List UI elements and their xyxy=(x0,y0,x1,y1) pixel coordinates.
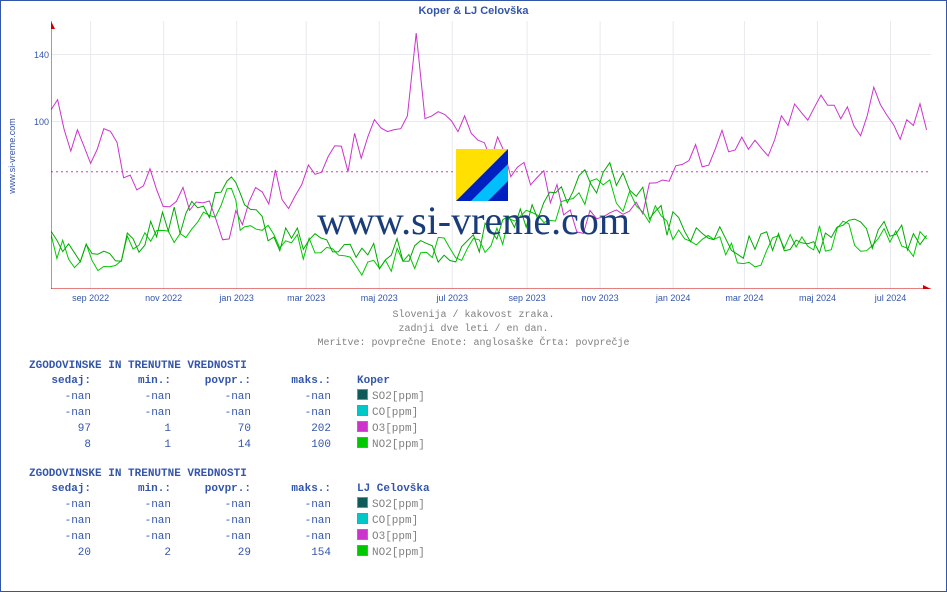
table-row: -nan -nan -nan -nan CO[ppm] xyxy=(29,513,430,529)
station-name: LJ Celovška xyxy=(357,483,430,495)
stats-table: ZGODOVINSKE IN TRENUTNE VREDNOSTIsedaj: m… xyxy=(29,467,430,561)
cell-value: 100 xyxy=(269,438,331,453)
cell-value: -nan xyxy=(109,514,171,529)
cell-value: -nan xyxy=(269,530,331,545)
legend-swatch-icon xyxy=(357,513,368,524)
legend-swatch-icon xyxy=(357,437,368,448)
series-label: O3[ppm] xyxy=(372,531,418,543)
col-header: min.: xyxy=(109,482,171,497)
y-tick-label: 100 xyxy=(21,117,49,127)
series-label: CO[ppm] xyxy=(372,407,418,419)
cell-value: -nan xyxy=(189,498,251,513)
series-label: O3[ppm] xyxy=(372,423,418,435)
cell-value: -nan xyxy=(29,530,91,545)
cell-value: -nan xyxy=(189,514,251,529)
cell-value: -nan xyxy=(269,390,331,405)
series-label: NO2[ppm] xyxy=(372,439,425,451)
col-header: povpr.: xyxy=(189,482,251,497)
col-header: povpr.: xyxy=(189,374,251,389)
x-tick-label: jul 2023 xyxy=(437,293,469,303)
cell-value: 8 xyxy=(29,438,91,453)
x-ticks: sep 2022 nov 2022 jan 2023 mar 2023 maj 2023… xyxy=(51,293,931,307)
cell-value: -nan xyxy=(109,530,171,545)
cell-value: -nan xyxy=(29,406,91,421)
cell-value: -nan xyxy=(109,406,171,421)
series-label: SO2[ppm] xyxy=(372,499,425,511)
legend-swatch-icon xyxy=(357,421,368,432)
col-header: min.: xyxy=(109,374,171,389)
cell-value: -nan xyxy=(269,514,331,529)
legend-swatch-icon xyxy=(357,529,368,540)
x-tick-label: nov 2023 xyxy=(582,293,619,303)
station-name: Koper xyxy=(357,375,390,387)
table-row: -nan -nan -nan -nan SO2[ppm] xyxy=(29,389,430,405)
legend-swatch-icon xyxy=(357,497,368,508)
cell-value: 29 xyxy=(189,546,251,561)
watermark-logo-icon xyxy=(456,149,508,201)
stats-table: ZGODOVINSKE IN TRENUTNE VREDNOSTIsedaj: m… xyxy=(29,359,430,453)
cell-value: -nan xyxy=(29,514,91,529)
col-header: maks.: xyxy=(269,374,331,389)
caption-line: Slovenija / kakovost zraka. xyxy=(1,309,946,323)
table-row: -nan -nan -nan -nan CO[ppm] xyxy=(29,405,430,421)
table-row: 20 2 29 154 NO2[ppm] xyxy=(29,545,430,561)
cell-value: -nan xyxy=(109,498,171,513)
series-label: SO2[ppm] xyxy=(372,391,425,403)
col-header: sedaj: xyxy=(29,374,91,389)
y-tick-label: 140 xyxy=(21,50,49,60)
cell-value: 154 xyxy=(269,546,331,561)
cell-value: 202 xyxy=(269,422,331,437)
cell-value: 97 xyxy=(29,422,91,437)
table-title: ZGODOVINSKE IN TRENUTNE VREDNOSTI xyxy=(29,467,430,482)
table-row: -nan -nan -nan -nan O3[ppm] xyxy=(29,529,430,545)
table-row: 8 1 14 100 NO2[ppm] xyxy=(29,437,430,453)
table-row: 97 1 70 202 O3[ppm] xyxy=(29,421,430,437)
cell-value: -nan xyxy=(269,406,331,421)
x-tick-label: jan 2024 xyxy=(656,293,691,303)
caption-line: Meritve: povprečne Enote: anglosaške Črt… xyxy=(1,337,946,351)
x-tick-label: mar 2024 xyxy=(725,293,763,303)
legend-swatch-icon xyxy=(357,405,368,416)
chart-title: Koper & LJ Celovška xyxy=(1,5,946,17)
cell-value: 1 xyxy=(109,438,171,453)
x-tick-label: maj 2023 xyxy=(361,293,398,303)
data-tables: ZGODOVINSKE IN TRENUTNE VREDNOSTIsedaj:m… xyxy=(29,359,430,575)
caption-line: zadnji dve leti / en dan. xyxy=(1,323,946,337)
cell-value: 1 xyxy=(109,422,171,437)
cell-value: -nan xyxy=(29,498,91,513)
x-tick-label: sep 2023 xyxy=(509,293,546,303)
cell-value: -nan xyxy=(189,406,251,421)
x-tick-label: mar 2023 xyxy=(287,293,325,303)
table-header-row: sedaj: min.: povpr.: maks.: Koper xyxy=(29,374,430,389)
x-tick-label: jan 2023 xyxy=(219,293,254,303)
table-title: ZGODOVINSKE IN TRENUTNE VREDNOSTI xyxy=(29,359,430,374)
y-ticks: 100 140 xyxy=(21,21,49,289)
cell-value: -nan xyxy=(189,390,251,405)
cell-value: 20 xyxy=(29,546,91,561)
captions: Slovenija / kakovost zraka.zadnji dve le… xyxy=(1,309,946,351)
cell-value: -nan xyxy=(29,390,91,405)
chart-frame: Koper & LJ Celovška www.si-vreme.com 100… xyxy=(0,0,947,592)
cell-value: -nan xyxy=(109,390,171,405)
series-label: CO[ppm] xyxy=(372,515,418,527)
legend-swatch-icon xyxy=(357,389,368,400)
x-tick-label: nov 2022 xyxy=(145,293,182,303)
table-header-row: sedaj: min.: povpr.: maks.: LJ Celovška xyxy=(29,482,430,497)
legend-swatch-icon xyxy=(357,545,368,556)
y-axis-label-container: www.si-vreme.com xyxy=(3,1,21,311)
x-tick-label: sep 2022 xyxy=(72,293,109,303)
cell-value: 70 xyxy=(189,422,251,437)
cell-value: -nan xyxy=(269,498,331,513)
series-O3_celovska xyxy=(51,33,927,240)
col-header: sedaj: xyxy=(29,482,91,497)
x-tick-label: maj 2024 xyxy=(799,293,836,303)
series-label: NO2[ppm] xyxy=(372,547,425,559)
cell-value: -nan xyxy=(189,530,251,545)
col-header: maks.: xyxy=(269,482,331,497)
table-row: -nan -nan -nan -nan SO2[ppm] xyxy=(29,497,430,513)
cell-value: 2 xyxy=(109,546,171,561)
x-tick-label: jul 2024 xyxy=(875,293,907,303)
y-axis-label: www.si-vreme.com xyxy=(7,118,17,194)
cell-value: 14 xyxy=(189,438,251,453)
